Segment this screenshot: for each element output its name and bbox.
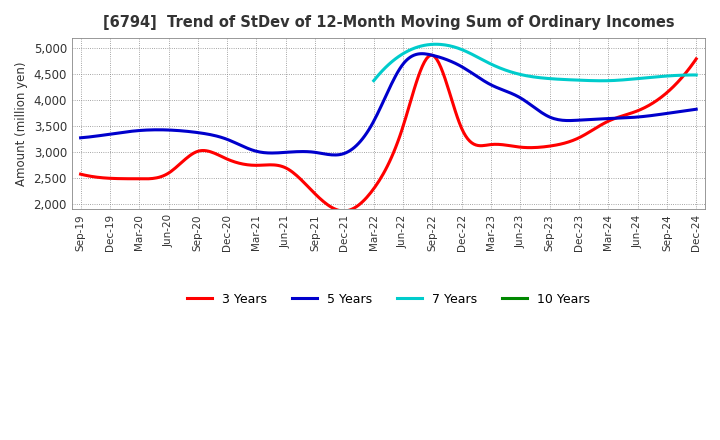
7 Years <box>371 77 379 82</box>
7 Years <box>568 77 577 83</box>
7 Years <box>562 77 570 82</box>
3 Years <box>639 106 647 111</box>
5 Years <box>418 51 427 56</box>
3 Years <box>426 53 435 58</box>
7 Years <box>562 77 571 82</box>
Legend: 3 Years, 5 Years, 7 Years, 10 Years: 3 Years, 5 Years, 7 Years, 10 Years <box>181 288 595 311</box>
7 Years <box>597 78 606 84</box>
7 Years <box>431 42 439 47</box>
3 Years <box>76 172 85 177</box>
5 Years <box>78 135 87 140</box>
5 Years <box>330 152 338 158</box>
5 Years <box>457 64 466 69</box>
3 Years <box>692 56 701 62</box>
5 Years <box>447 59 456 64</box>
5 Years <box>692 106 701 112</box>
3 Years <box>78 172 87 177</box>
Line: 5 Years: 5 Years <box>81 54 696 155</box>
3 Years <box>340 209 348 214</box>
5 Years <box>445 58 454 63</box>
3 Years <box>599 121 608 126</box>
3 Years <box>457 125 466 131</box>
Line: 7 Years: 7 Years <box>374 44 696 81</box>
5 Years <box>639 114 647 119</box>
7 Years <box>644 75 652 80</box>
Line: 3 Years: 3 Years <box>81 55 696 211</box>
Title: [6794]  Trend of StDev of 12-Month Moving Sum of Ordinary Incomes: [6794] Trend of StDev of 12-Month Moving… <box>102 15 674 30</box>
5 Years <box>76 135 85 140</box>
7 Years <box>369 78 378 83</box>
7 Years <box>692 72 701 77</box>
7 Years <box>664 73 672 79</box>
3 Years <box>445 89 454 94</box>
3 Years <box>447 95 456 101</box>
5 Years <box>599 116 608 121</box>
Y-axis label: Amount (million yen): Amount (million yen) <box>15 62 28 186</box>
